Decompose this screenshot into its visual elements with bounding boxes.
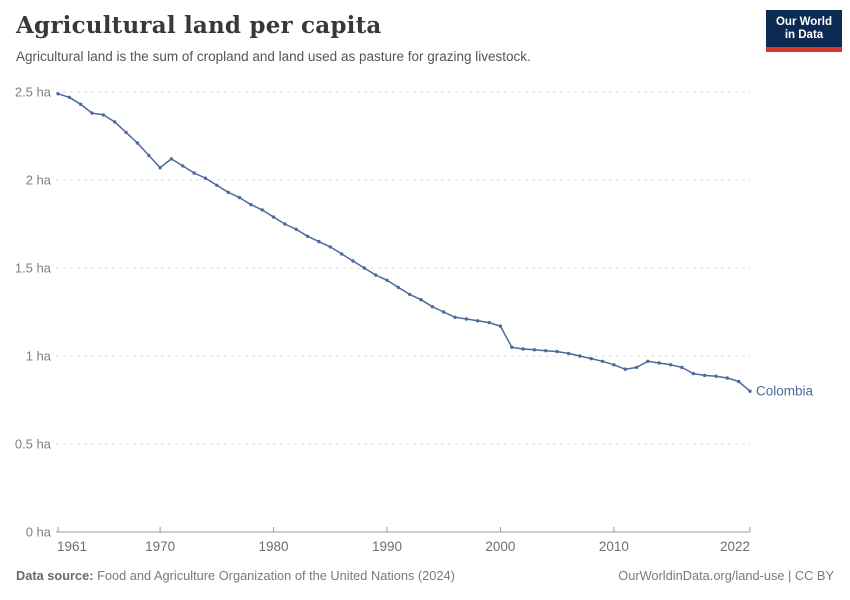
data-point-2018[interactable] — [702, 373, 707, 378]
owid-logo-box: Our World in Data — [766, 10, 842, 47]
owid-logo: Our World in Data — [766, 10, 842, 52]
data-point-1997[interactable] — [464, 317, 469, 321]
data-point-2008[interactable] — [589, 356, 593, 361]
x-tick-label: 1990 — [372, 539, 402, 554]
data-point-1984[interactable] — [317, 239, 321, 244]
data-point-2003[interactable] — [532, 348, 537, 352]
x-tick-label: 1980 — [259, 539, 289, 554]
data-point-1994[interactable] — [430, 305, 435, 309]
data-source-label: Data source: — [16, 568, 94, 583]
data-point-2019[interactable] — [714, 374, 718, 378]
x-tick-label: 2010 — [599, 539, 629, 554]
y-tick-label: 1.5 ha — [15, 261, 52, 276]
data-point-1996[interactable] — [453, 315, 457, 319]
x-tick-label: 1970 — [145, 539, 175, 554]
data-point-1995[interactable] — [442, 310, 446, 314]
data-point-2012[interactable] — [634, 365, 639, 370]
data-point-1990[interactable] — [385, 278, 389, 282]
data-point-1992[interactable] — [408, 292, 412, 297]
data-point-1976[interactable] — [226, 190, 230, 194]
chart-header: Agricultural land per capita Agricultura… — [16, 12, 834, 64]
data-point-2015[interactable] — [668, 363, 673, 367]
data-point-2011[interactable] — [623, 367, 627, 371]
data-point-2020[interactable] — [725, 376, 729, 380]
data-point-1983[interactable] — [305, 234, 310, 238]
owid-logo-line2: in Data — [784, 28, 824, 41]
data-point-1991[interactable] — [396, 285, 400, 290]
data-point-1979[interactable] — [260, 208, 264, 212]
x-tick-label: 2022 — [720, 539, 750, 554]
data-point-1999[interactable] — [487, 320, 491, 325]
data-source-text: Food and Agriculture Organization of the… — [93, 568, 455, 583]
series-label-colombia[interactable]: Colombia — [756, 384, 814, 399]
data-point-1987[interactable] — [351, 259, 355, 263]
data-point-2013[interactable] — [646, 359, 650, 363]
y-tick-label: 2 ha — [26, 173, 52, 188]
y-tick-label: 0.5 ha — [15, 437, 52, 452]
data-line-colombia — [57, 93, 751, 392]
data-point-1968[interactable] — [135, 141, 140, 145]
data-point-2009[interactable] — [600, 359, 605, 363]
data-point-1975[interactable] — [215, 183, 219, 187]
chart-subtitle: Agricultural land is the sum of cropland… — [16, 49, 531, 64]
data-point-1961[interactable] — [56, 92, 60, 96]
data-point-2016[interactable] — [680, 365, 684, 370]
data-point-1967[interactable] — [124, 130, 128, 135]
data-point-2021[interactable] — [737, 379, 741, 384]
data-point-2001[interactable] — [510, 345, 514, 349]
data-point-2005[interactable] — [555, 349, 559, 354]
data-point-1993[interactable] — [419, 298, 423, 302]
data-point-2004[interactable] — [544, 349, 548, 353]
data-point-2014[interactable] — [657, 361, 661, 365]
data-point-1981[interactable] — [283, 222, 287, 226]
data-point-1972[interactable] — [181, 164, 185, 168]
data-point-2010[interactable] — [612, 363, 616, 367]
owid-logo-line1: Our World — [775, 15, 832, 28]
data-point-2022[interactable] — [748, 389, 752, 393]
data-point-1965[interactable] — [101, 113, 106, 117]
data-point-1971[interactable] — [169, 157, 174, 161]
data-point-2002[interactable] — [521, 347, 525, 351]
x-tick-label: 1961 — [57, 539, 87, 554]
data-point-1986[interactable] — [339, 252, 344, 256]
data-point-1962[interactable] — [67, 95, 72, 100]
data-point-1966[interactable] — [113, 120, 117, 124]
data-point-1969[interactable] — [147, 153, 151, 158]
data-point-2000[interactable] — [498, 324, 503, 328]
chart-footer: Data source: Food and Agriculture Organi… — [16, 568, 834, 583]
data-point-1989[interactable] — [373, 273, 378, 277]
data-point-1998[interactable] — [476, 319, 480, 323]
data-point-1970[interactable] — [158, 166, 162, 170]
page-title: Agricultural land per capita — [16, 12, 382, 39]
data-point-1988[interactable] — [362, 266, 366, 270]
data-point-1973[interactable] — [192, 171, 196, 175]
data-point-1982[interactable] — [294, 227, 298, 231]
data-point-2017[interactable] — [691, 371, 695, 376]
data-point-1985[interactable] — [328, 245, 332, 249]
owid-logo-stripe — [766, 47, 842, 52]
data-point-2007[interactable] — [578, 354, 582, 358]
data-point-2006[interactable] — [566, 351, 571, 356]
y-tick-label: 0 ha — [26, 525, 52, 540]
data-source-note: Data source: Food and Agriculture Organi… — [16, 568, 455, 583]
data-point-1978[interactable] — [249, 202, 253, 207]
credit-link[interactable]: OurWorldinData.org/land-use | CC BY — [618, 568, 834, 583]
y-tick-label: 2.5 ha — [15, 85, 52, 100]
x-tick-label: 2000 — [485, 539, 515, 554]
data-point-1977[interactable] — [237, 195, 242, 200]
y-tick-label: 1 ha — [26, 349, 52, 364]
data-point-1963[interactable] — [79, 102, 83, 107]
data-point-1980[interactable] — [271, 215, 276, 219]
data-point-1974[interactable] — [203, 176, 208, 180]
data-point-1964[interactable] — [90, 111, 94, 115]
